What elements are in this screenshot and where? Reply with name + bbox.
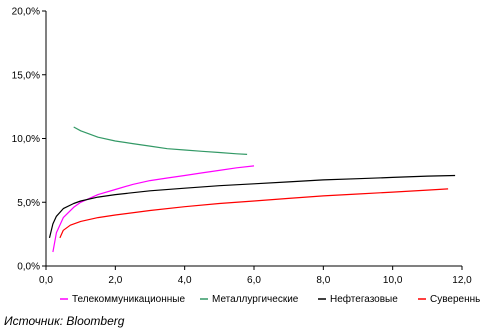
x-tick-label: 6,0 xyxy=(247,275,261,286)
source-note: Источник: Bloomberg xyxy=(4,314,125,328)
axes xyxy=(45,11,462,267)
x-tick-label: 8,0 xyxy=(316,275,330,286)
x-axis-ticks: 0,0 2,0 4,0 6,0 8,0 10,0 12,0 xyxy=(39,266,472,286)
x-tick-label: 4,0 xyxy=(178,275,192,286)
y-tick-label: 20,0% xyxy=(12,7,40,18)
legend-entry-4: Суверенные xyxy=(430,294,480,305)
x-tick-label: 12,0 xyxy=(452,275,472,286)
series-line-4 xyxy=(59,188,449,239)
x-tick-label: 10,0 xyxy=(383,275,403,286)
y-axis-ticks: 0,0% 5,0% 10,0% 15,0% 20,0% xyxy=(12,7,46,273)
legend-entry-1: Телекоммуникационные xyxy=(72,294,185,305)
legend-entry-2: Металлургические xyxy=(212,294,299,305)
x-tick-label: 0,0 xyxy=(39,275,53,286)
y-tick-label: 5,0% xyxy=(17,198,40,209)
series-line-2 xyxy=(73,126,248,155)
series-lines xyxy=(48,126,456,253)
legend: Телекоммуникационные Металлургические Нефт… xyxy=(60,293,480,305)
y-tick-label: 15,0% xyxy=(12,70,40,81)
legend-entry-3: Нефтегазовые xyxy=(330,293,398,305)
series-line-1 xyxy=(52,165,255,253)
x-tick-label: 2,0 xyxy=(108,275,122,286)
y-tick-label: 0,0% xyxy=(17,262,40,273)
y-tick-label: 10,0% xyxy=(12,134,40,145)
series-line-3 xyxy=(48,174,456,239)
